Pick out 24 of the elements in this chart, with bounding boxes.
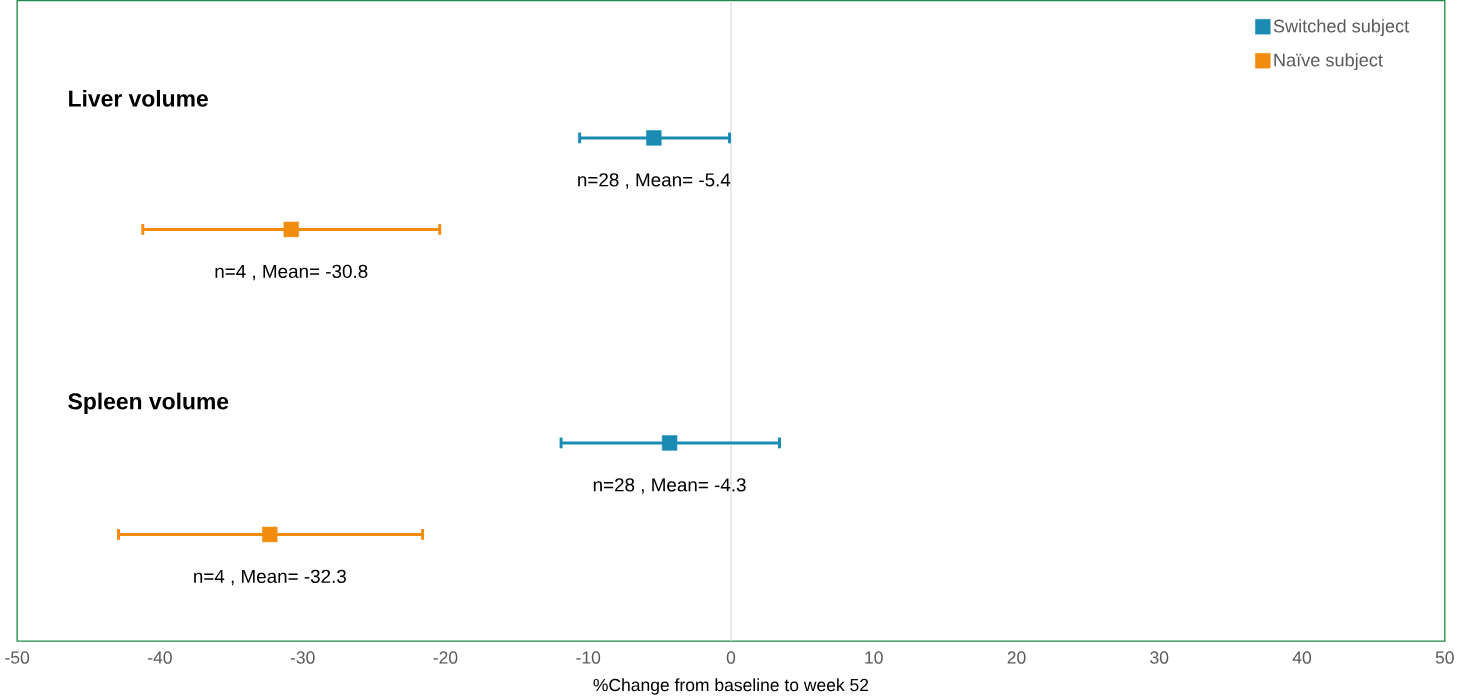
x-tick-label: -50 (5, 651, 30, 664)
data-label: n=28 , Mean= -5.4 (578, 173, 731, 189)
x-axis-title: %Change from baseline to week 52 (593, 678, 869, 695)
legend-label: Naïve subject (1274, 53, 1383, 71)
x-tick-label: 10 (865, 651, 883, 664)
x-tick-label: -40 (148, 651, 172, 664)
annotation: Spleen volume (68, 392, 229, 414)
point (262, 526, 278, 543)
x-tick-label: -10 (576, 651, 601, 664)
x-tick-label: 20 (1007, 651, 1026, 664)
x-tick-label: 30 (1150, 651, 1169, 664)
x-tick-label: -20 (433, 651, 458, 664)
x-tick-label: 0 (726, 651, 736, 664)
legend-label: Switched subject (1273, 19, 1410, 37)
data-label: n=4 , Mean= -30.8 (215, 264, 368, 281)
data-label: n=4 , Mean= -32.3 (194, 569, 346, 586)
point (283, 221, 299, 238)
x-tick-label: -30 (290, 651, 315, 664)
data-label: n=28 , Mean= -4.3 (593, 478, 746, 494)
point (646, 130, 662, 146)
x-tick-label: 40 (1292, 651, 1312, 664)
annotation: Liver volume (69, 89, 208, 107)
point (661, 435, 678, 451)
x-tick-label: 50 (1435, 651, 1454, 664)
